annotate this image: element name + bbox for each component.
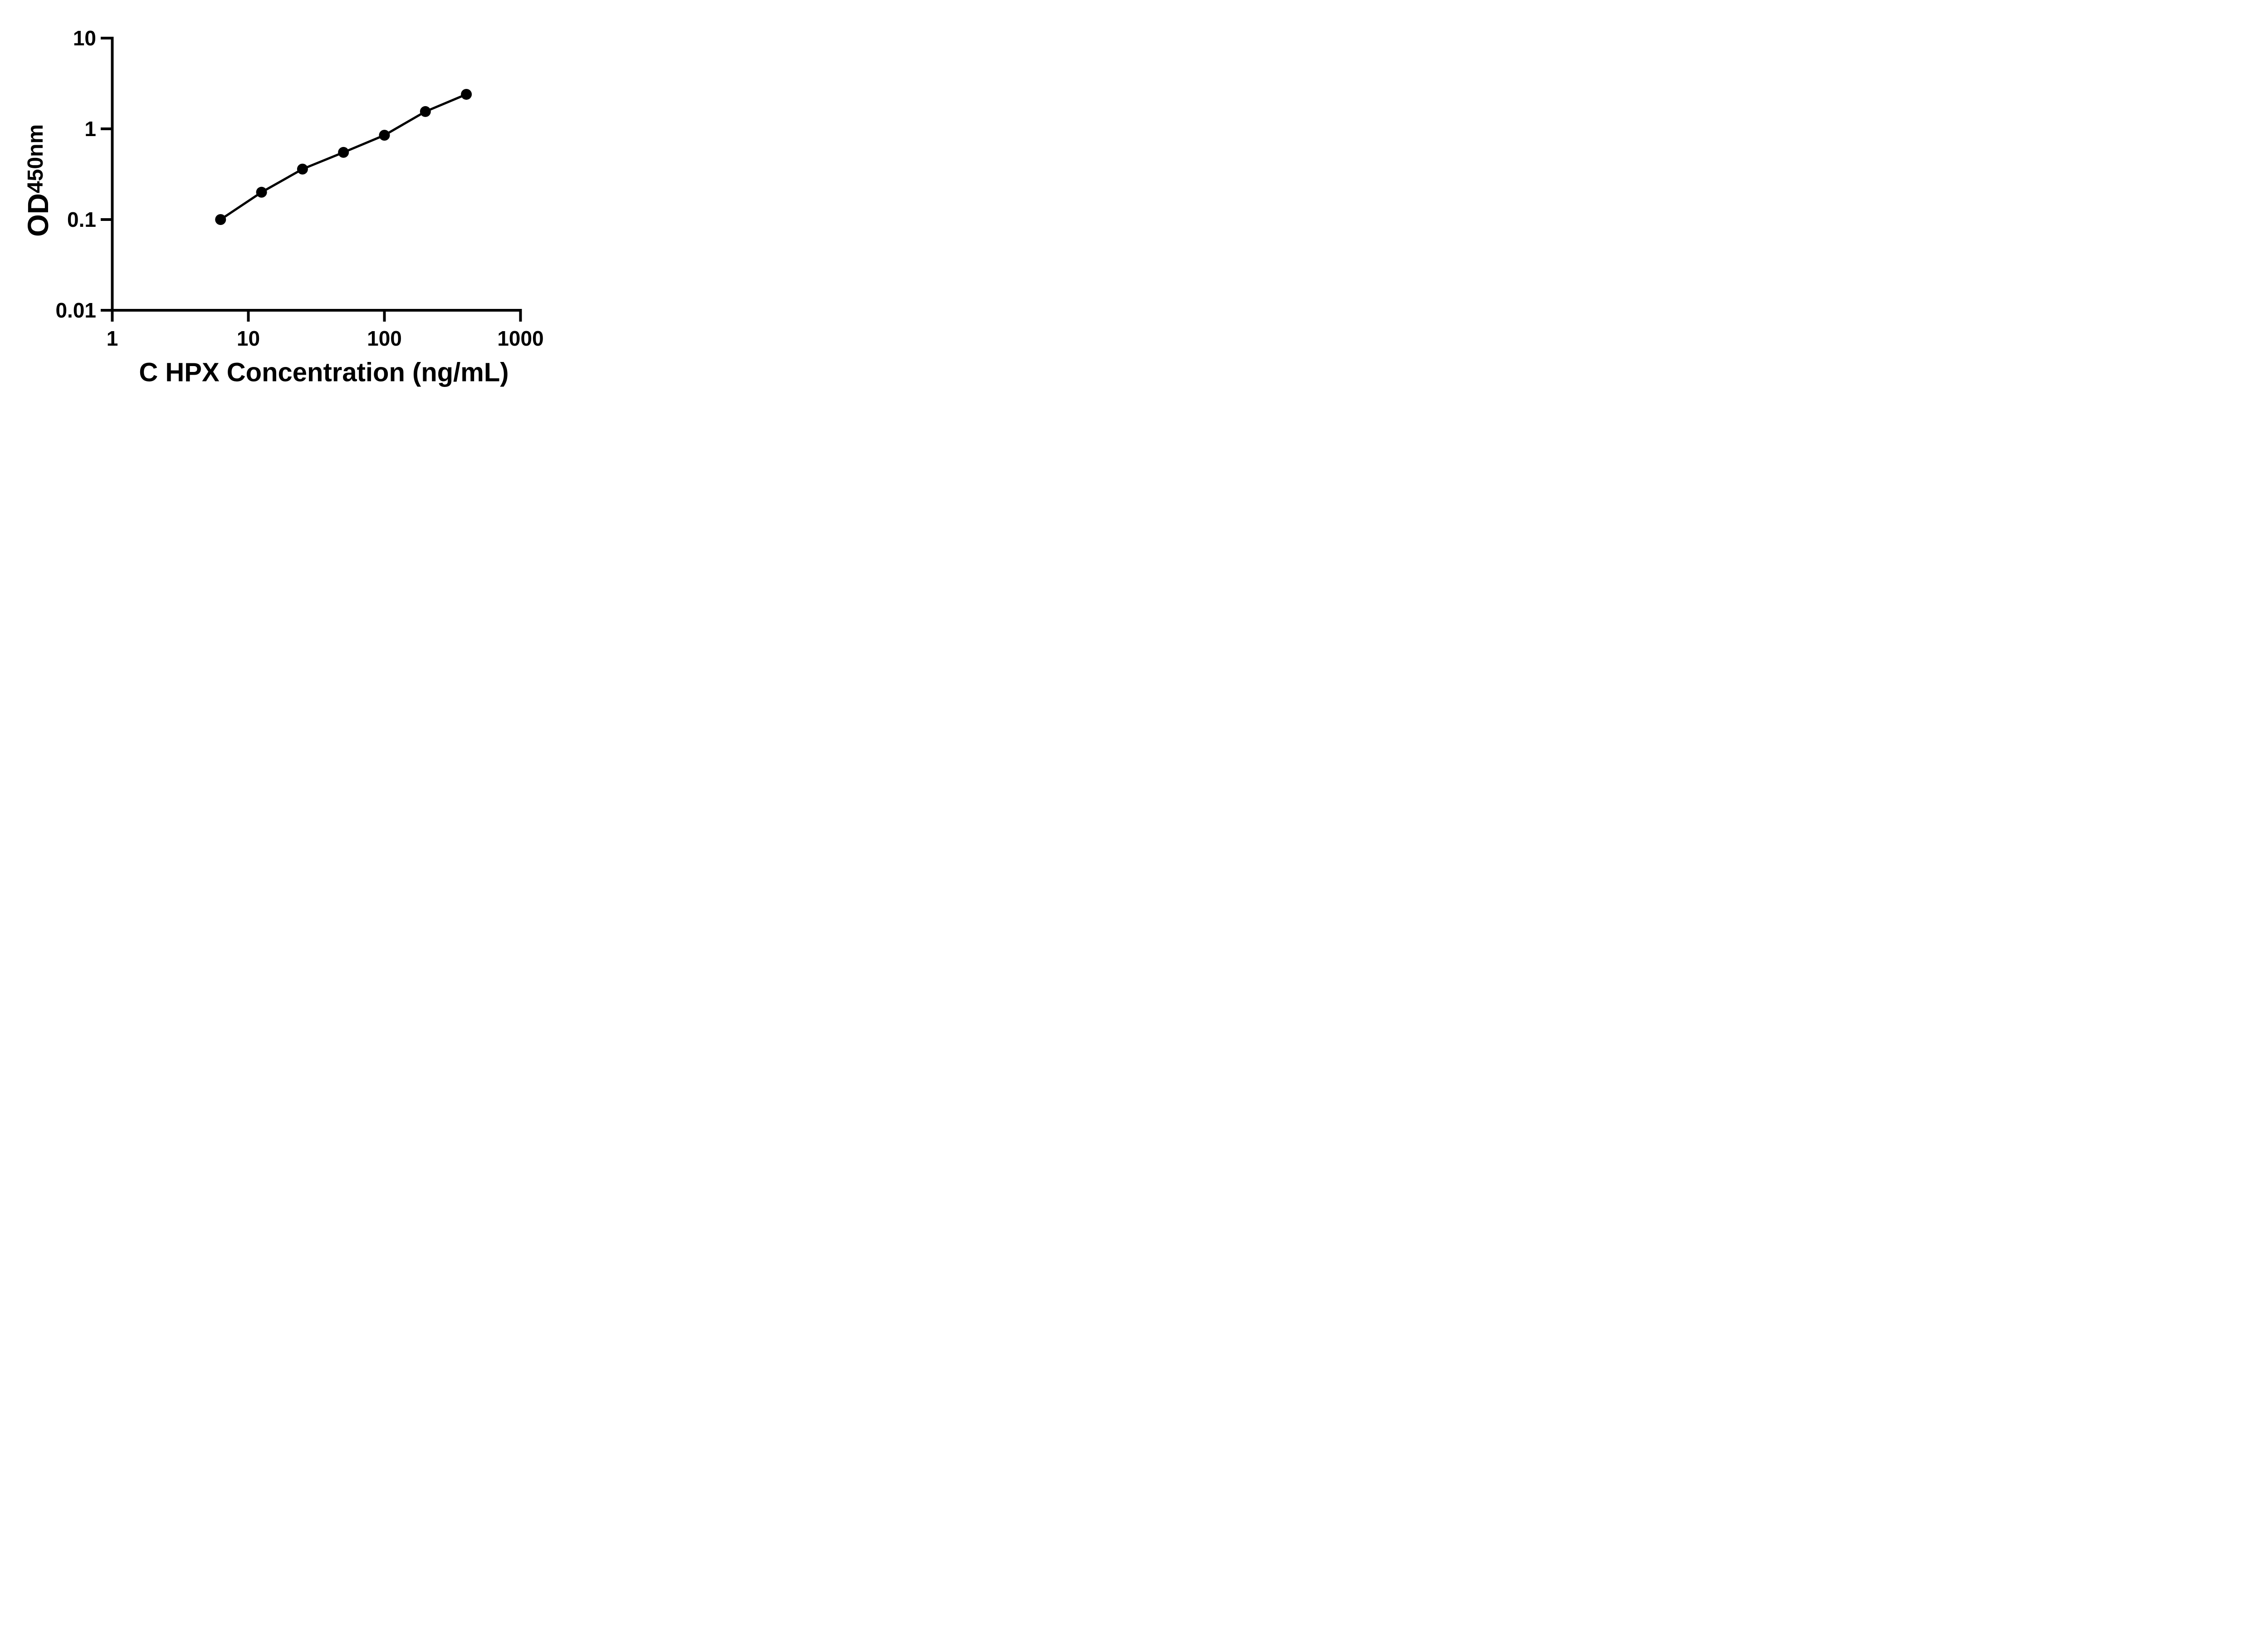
data-point xyxy=(379,130,390,141)
data-point xyxy=(338,147,349,158)
data-point xyxy=(461,88,472,100)
y-axis-title-subscript: 450nm xyxy=(24,124,48,194)
data-point xyxy=(215,214,226,225)
elisa-standard-curve-figure: 10 1 0.1 0.01 1 10 100 1000 OD450nm C HPX Conce… xyxy=(0,0,583,408)
x-tick-label: 10 xyxy=(237,327,260,350)
x-axis-title: C HPX Concentration (ng/mL) xyxy=(139,357,509,387)
data-point xyxy=(420,106,431,117)
y-tick-label: 10 xyxy=(73,26,96,50)
data-point xyxy=(256,186,267,198)
y-tick-label: 0.01 xyxy=(55,298,96,322)
x-tick-label: 100 xyxy=(367,327,402,350)
y-tick-label: 0.1 xyxy=(67,208,96,231)
x-tick-label: 1 xyxy=(107,327,118,350)
x-tick-label: 1000 xyxy=(497,327,543,350)
y-tick-label: 1 xyxy=(84,117,96,141)
data-point xyxy=(297,163,308,175)
y-axis-title: OD450nm xyxy=(21,124,55,237)
y-axis-title-main: OD xyxy=(22,193,54,237)
chart-plot-area: 10 1 0.1 0.01 1 10 100 1000 xyxy=(55,26,543,350)
